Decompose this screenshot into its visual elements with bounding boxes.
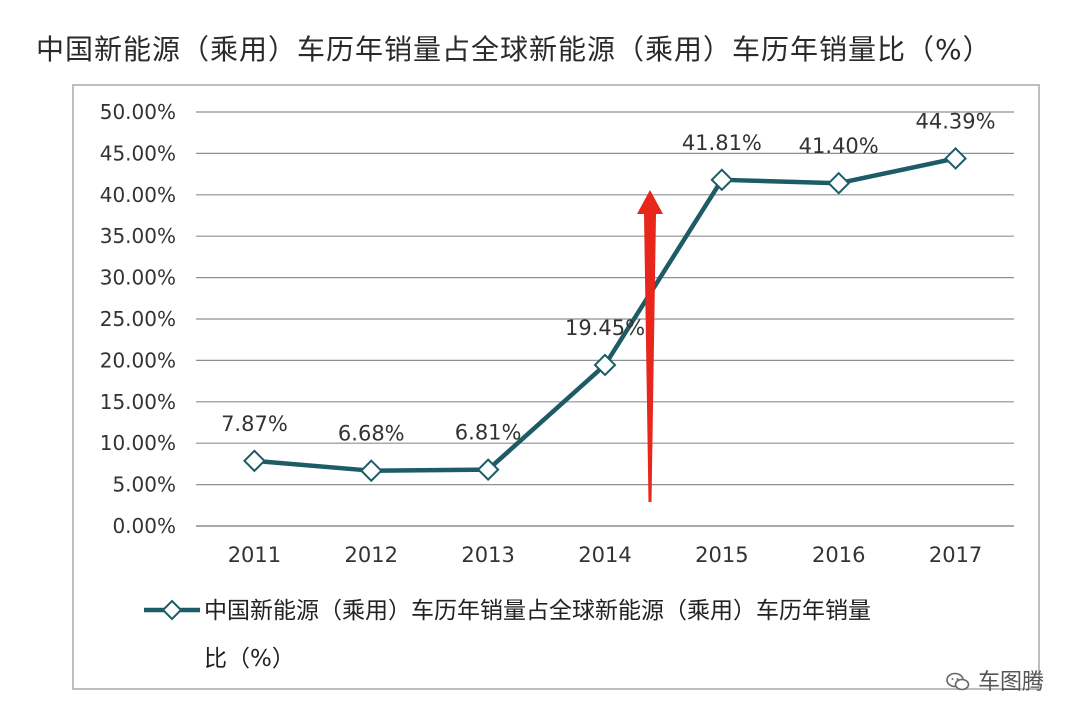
y-axis-ticks: 0.00% 5.00% 10.00% 15.00% 20.00% 25.00% 30.00%… <box>100 100 176 538</box>
data-point-marker <box>476 458 500 482</box>
watermark: 车图腾 <box>946 664 1044 696</box>
x-tick-label: 2011 <box>228 543 281 567</box>
y-tick-label: 30.00% <box>100 266 176 290</box>
y-tick-label: 25.00% <box>100 307 176 331</box>
watermark-text: 车图腾 <box>977 670 1044 695</box>
x-axis-ticks: 2011 2012 2013 2014 2015 2016 2017 <box>228 543 983 567</box>
data-label: 6.68% <box>338 422 405 446</box>
x-tick-label: 2016 <box>812 543 865 567</box>
chart-title: 中国新能源（乘用）车历年销量占全球新能源（乘用）车历年销量比（%） <box>36 33 992 66</box>
data-point-marker <box>710 168 734 192</box>
data-point-marker <box>593 353 617 377</box>
data-label: 6.81% <box>455 421 522 445</box>
data-label: 19.45% <box>565 316 645 340</box>
y-tick-label: 35.00% <box>100 224 176 248</box>
legend-label: 比（%） <box>204 646 295 672</box>
data-point-marker <box>359 459 383 483</box>
legend-label: 中国新能源（乘用）车历年销量占全球新能源（乘用）车历年销量 <box>204 598 871 624</box>
y-tick-label: 15.00% <box>100 390 176 414</box>
y-tick-label: 10.00% <box>100 431 176 455</box>
x-tick-label: 2015 <box>695 543 748 567</box>
x-tick-label: 2012 <box>345 543 398 567</box>
data-label: 41.40% <box>799 134 879 158</box>
x-tick-label: 2013 <box>461 543 514 567</box>
y-tick-label: 0.00% <box>112 514 176 538</box>
y-tick-label: 20.00% <box>100 348 176 372</box>
x-tick-label: 2014 <box>578 543 631 567</box>
red-arrow-icon <box>637 190 663 502</box>
x-tick-label: 2017 <box>929 543 982 567</box>
y-tick-label: 50.00% <box>100 100 176 124</box>
annotation-arrow <box>637 190 663 502</box>
chart-frame: 0.00% 5.00% 10.00% 15.00% 20.00% 25.00% 30.00%… <box>72 84 1040 690</box>
data-label: 44.39% <box>916 109 996 133</box>
legend-marker <box>161 599 183 621</box>
y-tick-label: 40.00% <box>100 183 176 207</box>
data-label: 7.87% <box>221 412 288 436</box>
legend: 中国新能源（乘用）车历年销量占全球新能源（乘用）车历年销量比（%） <box>144 598 871 672</box>
y-tick-label: 5.00% <box>112 473 176 497</box>
data-labels: 7.87% 6.68% 6.81% 19.45% 41.81% 41.40% 44.39% <box>221 109 996 445</box>
y-tick-label: 45.00% <box>100 141 176 165</box>
data-label: 41.81% <box>682 131 762 155</box>
wechat-icon <box>946 672 970 691</box>
data-point-marker <box>243 449 266 473</box>
data-point-marker <box>944 147 967 170</box>
line-chart: 0.00% 5.00% 10.00% 15.00% 20.00% 25.00% 30.00%… <box>100 100 1014 672</box>
series <box>243 147 967 483</box>
data-point-marker <box>827 171 851 195</box>
